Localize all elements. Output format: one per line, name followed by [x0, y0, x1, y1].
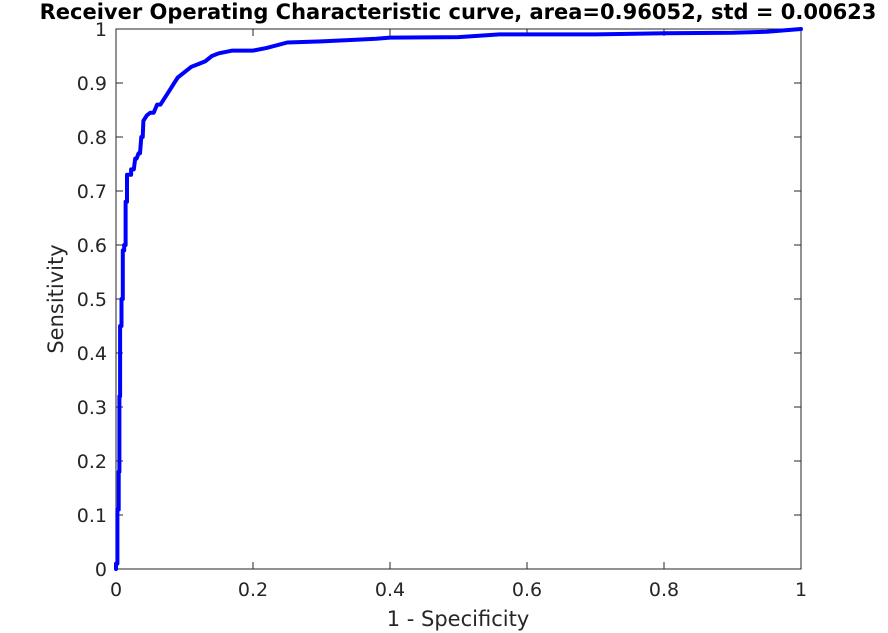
chart-title: Receiver Operating Characteristic curve,…: [40, 0, 877, 24]
y-tick-label: 0.6: [77, 235, 107, 257]
x-tick-label: 0.2: [238, 579, 268, 601]
roc-curve: [114, 27, 803, 571]
x-tick-label: 0: [110, 579, 122, 601]
y-tick-label: 1: [95, 19, 107, 41]
y-tick-label: 0.8: [77, 127, 107, 149]
y-axis: 0 0.1 0.2 0.3 0.4 0.5 0.6 0.7 0.8 0.9 1: [77, 19, 801, 581]
y-axis-label: Sensitivity: [44, 244, 68, 353]
y-tick-label: 0.1: [77, 505, 107, 527]
y-tick-label: 0.9: [77, 73, 107, 95]
y-tick-label: 0.7: [77, 181, 107, 203]
y-tick-label: 0.5: [77, 289, 107, 311]
x-tick-label: 0.6: [512, 579, 542, 601]
y-tick-label: 0.2: [77, 451, 107, 473]
x-tick-label: 0.8: [649, 579, 679, 601]
plot-area: [115, 28, 802, 570]
y-tick-label: 0.3: [77, 397, 107, 419]
x-tick-label: 1: [795, 579, 807, 601]
y-tick-label: 0.4: [77, 343, 107, 365]
x-tick-label: 0.4: [375, 579, 405, 601]
x-axis-label: 1 - Specificity: [387, 607, 530, 631]
y-tick-label: 0: [95, 559, 107, 581]
